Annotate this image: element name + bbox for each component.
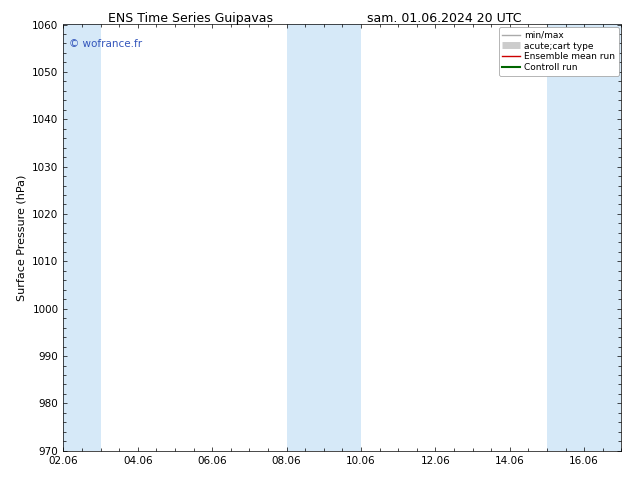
Bar: [63, 24, 101, 451]
Text: ENS Time Series Guipavas: ENS Time Series Guipavas: [108, 12, 273, 25]
Legend: min/max, acute;cart type, Ensemble mean run, Controll run: min/max, acute;cart type, Ensemble mean …: [499, 27, 619, 76]
Bar: [287, 24, 361, 451]
Y-axis label: Surface Pressure (hPa): Surface Pressure (hPa): [16, 174, 27, 301]
Text: sam. 01.06.2024 20 UTC: sam. 01.06.2024 20 UTC: [366, 12, 521, 25]
Bar: [547, 24, 621, 451]
Text: © wofrance.fr: © wofrance.fr: [69, 39, 142, 49]
